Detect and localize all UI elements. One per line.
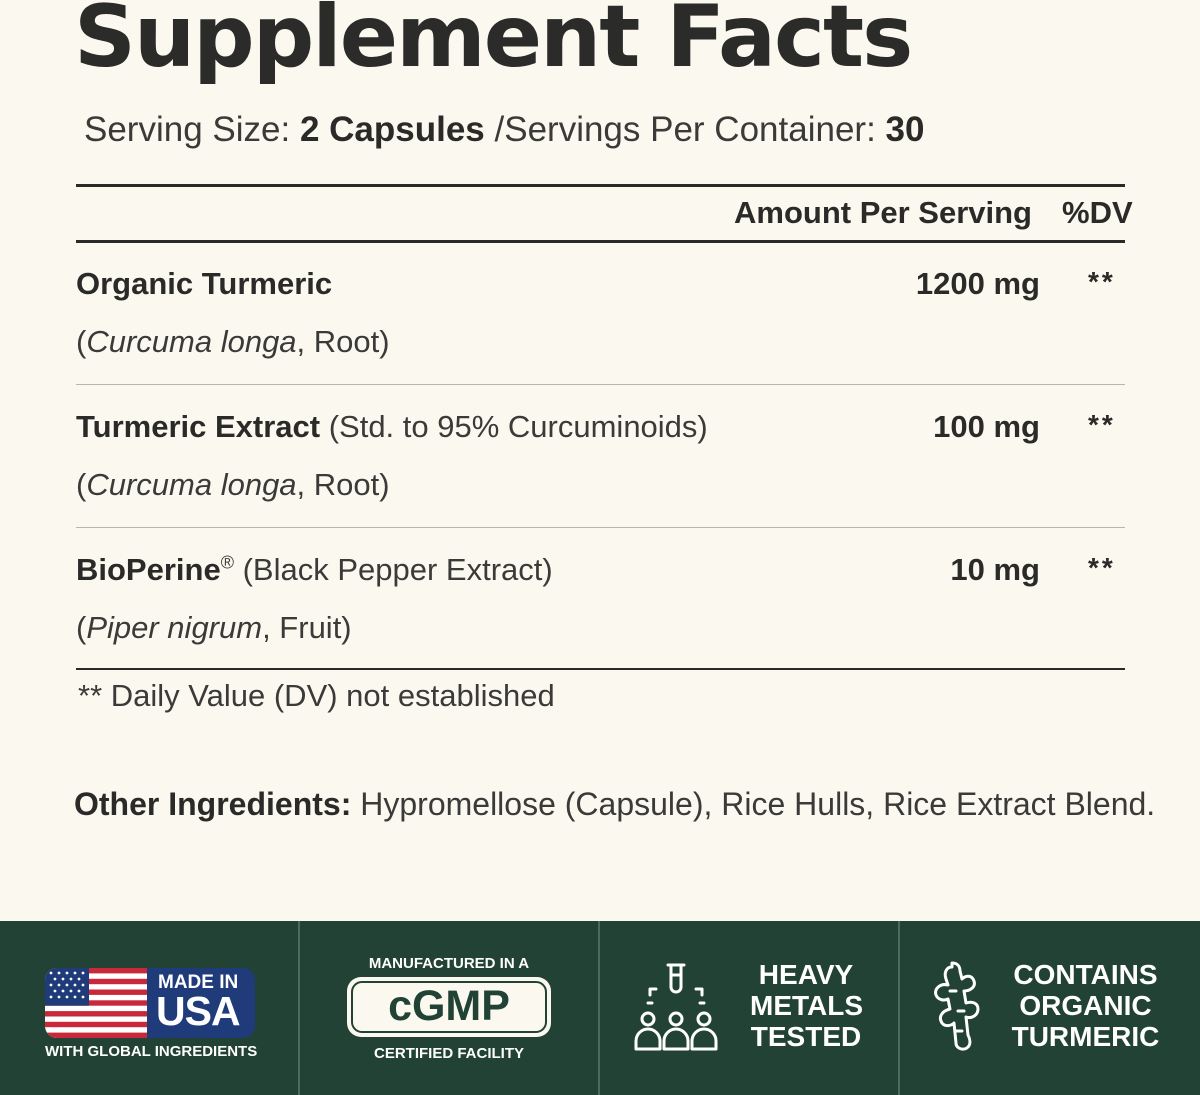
other-ingredients-label: Other Ingredients:	[74, 786, 352, 822]
manufactured-label: MANUFACTURED IN A	[368, 955, 530, 972]
ingredient-dv: **	[1088, 266, 1116, 297]
page-title: Supplement Facts	[74, 0, 913, 87]
servings-per-container-label: /Servings Per Container:	[494, 110, 876, 149]
serving-info: Serving Size: 2 Capsules /Servings Per C…	[84, 110, 924, 150]
certified-facility-label: CERTIFIED FACILITY	[374, 1045, 524, 1062]
turmeric-root-icon	[928, 961, 992, 1062]
divider	[76, 240, 1125, 243]
row-divider	[76, 527, 1125, 528]
other-ingredients: Other Ingredients: Hypromellose (Capsule…	[74, 786, 1155, 823]
ingredient-dv: **	[1088, 552, 1116, 583]
global-ingredients-label: WITH GLOBAL INGREDIENTS	[45, 1043, 258, 1060]
heavy-metals-badge: HEAVY METALS TESTED	[600, 921, 900, 1095]
ingredient-amount: 1200 mg	[915, 266, 1040, 301]
heavy-metals-label: HEAVY METALS TESTED	[750, 959, 864, 1052]
made-in-usa-badge: MADE IN USA WITH GLOBAL INGREDIENTS	[0, 921, 300, 1095]
test-tube-people-icon	[630, 961, 722, 1058]
dv-header: %DV	[1062, 195, 1133, 230]
servings-per-container-value: 30	[885, 110, 925, 149]
ingredient-source: (Piper nigrum, Fruit)	[76, 610, 352, 645]
organic-turmeric-label: CONTAINS ORGANIC TURMERIC	[1011, 959, 1160, 1052]
amount-per-serving-header: Amount Per Serving	[734, 195, 1032, 230]
cgmp-box: cGMP	[347, 977, 551, 1037]
usa-box	[147, 968, 255, 1038]
ingredient-name: BioPerine® (Black Pepper Extract)	[76, 552, 553, 587]
serving-size-label: Serving Size:	[84, 110, 291, 149]
organic-turmeric-badge: CONTAINS ORGANIC TURMERIC	[900, 921, 1200, 1095]
row-divider	[76, 384, 1125, 385]
ingredient-amount: 10 mg	[950, 552, 1040, 587]
made-in-label: MADE IN	[158, 972, 239, 993]
ingredient-source: (Curcuma longa, Root)	[76, 324, 390, 359]
divider	[76, 184, 1125, 187]
footnote: ** Daily Value (DV) not established	[78, 678, 555, 713]
serving-size-value: 2 Capsules	[299, 110, 485, 149]
ingredient-dv: **	[1088, 409, 1116, 440]
ingredient-name: Organic Turmeric	[76, 266, 333, 301]
cgmp-mark: cGMP	[388, 982, 510, 1030]
usa-label: USA	[156, 988, 241, 1034]
ingredient-source: (Curcuma longa, Root)	[76, 467, 390, 502]
ingredient-amount: 100 mg	[933, 409, 1040, 444]
other-ingredients-text: Hypromellose (Capsule), Rice Hulls, Rice…	[351, 786, 1156, 822]
ingredient-name: Turmeric Extract (Std. to 95% Curcuminoi…	[76, 409, 708, 444]
badge-band: MADE IN USA WITH GLOBAL INGREDIENTS MANU…	[0, 921, 1200, 1095]
us-flag-icon	[45, 968, 147, 1038]
divider	[76, 668, 1125, 670]
cgmp-badge: MANUFACTURED IN A cGMP CERTIFIED FACILIT…	[300, 921, 600, 1095]
